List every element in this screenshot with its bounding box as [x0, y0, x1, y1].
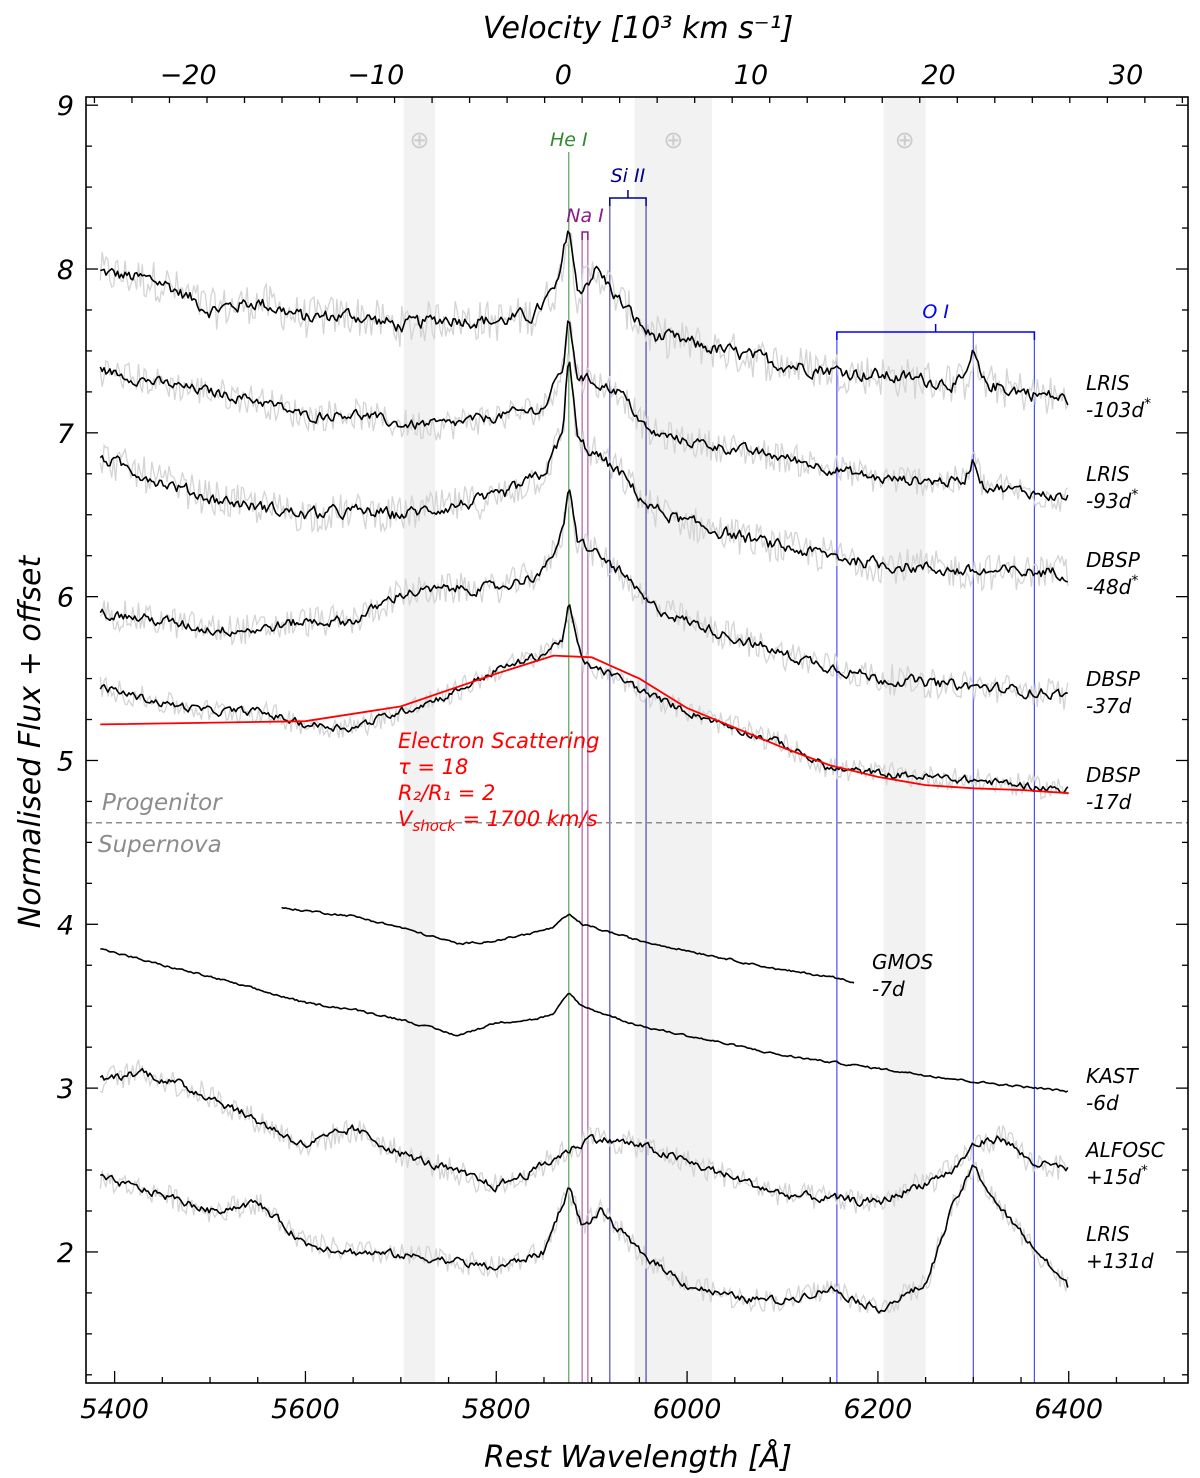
model-radius-ratio: R₂/R₁ = 2: [398, 781, 495, 805]
telluric-symbol: ⊕: [409, 126, 429, 154]
spectrum-line: [99, 604, 1069, 794]
spectrum-label-epoch: -37d: [1086, 694, 1132, 718]
telluric-band: [883, 97, 926, 1383]
y-tick-label: 8: [57, 255, 74, 286]
y-tick-label: 7: [57, 419, 74, 450]
spectrum-label-epoch: -103d*: [1086, 396, 1151, 422]
spectrum-labels: LRIS-103d*LRIS-93d*DBSP-48d*DBSP-37dDBSP…: [872, 371, 1165, 1273]
spectrum-label-instrument: DBSP: [1086, 548, 1141, 572]
y-tick-label: 4: [57, 910, 74, 941]
o-label: O I: [922, 301, 949, 323]
spectrum-label-epoch-value: -103d: [1086, 398, 1144, 422]
spectrum-label-star: *: [1144, 396, 1151, 412]
x-tick-label: 5800: [462, 1394, 531, 1425]
model-title: Electron Scattering: [398, 729, 600, 753]
spectrum-label-instrument: GMOS: [872, 950, 933, 974]
spectrum-noise: [99, 1162, 1069, 1315]
spectrum-label-star: *: [1131, 487, 1138, 503]
progenitor-label: Progenitor: [102, 790, 223, 816]
spectrum-label-instrument: ALFOSC: [1084, 1138, 1165, 1162]
spectrum-label-epoch: -17d: [1086, 790, 1132, 814]
top-tick-label: 10: [734, 60, 768, 91]
spectrum-label-epoch: -7d: [872, 977, 905, 1001]
spectrum-label-instrument: DBSP: [1086, 667, 1141, 691]
spectrum-label-epoch: -6d: [1086, 1091, 1119, 1115]
top-axis-title: Velocity [10³ km s⁻¹]: [483, 11, 794, 46]
spectrum-label-star: *: [1141, 1163, 1148, 1179]
x-tick-label: 6000: [653, 1394, 722, 1425]
electron-scattering-model-curve: [100, 654, 1069, 795]
spectrum-label-epoch-value: -17d: [1086, 790, 1132, 814]
spectrum-line: [99, 1164, 1069, 1314]
spectrum-label-epoch-value: -48d: [1086, 575, 1132, 599]
telluric-band: [634, 97, 712, 1383]
he-label: He I: [550, 129, 588, 151]
spectrum-label-epoch-value: -6d: [1086, 1091, 1119, 1115]
spectrum-label-epoch-value: -37d: [1086, 694, 1132, 718]
plot-frame: [85, 96, 1189, 1384]
y-axis-title: Normalised Flux + offset: [13, 555, 48, 929]
spectrum-label-instrument: LRIS: [1086, 1222, 1130, 1246]
top-tick-label: 0: [555, 60, 572, 91]
axis-tick-labels: 5400 5600 5800 6000 6200 6400 −20 −10 0 10 20 30 2 3 4…: [57, 60, 1143, 1425]
y-tick-label: 6: [57, 583, 74, 614]
top-tick-label: −20: [160, 60, 217, 91]
spectrum-label-star: *: [1131, 573, 1138, 589]
o-bracket: [836, 331, 1036, 340]
x-axis-title: Rest Wavelength [Å]: [484, 1439, 792, 1475]
spectrum-line: [100, 948, 1069, 1093]
spectrum-label-epoch: +15d*: [1086, 1163, 1148, 1189]
spectrum-label-epoch-value: +131d: [1086, 1249, 1154, 1273]
top-tick-label: 20: [921, 60, 955, 91]
telluric-symbol: ⊕: [663, 126, 683, 154]
top-tick-label: −10: [347, 60, 404, 91]
axis-ticks: [86, 97, 1188, 1383]
spectrum-label-epoch: +131d: [1086, 1249, 1154, 1273]
spectrum-label-epoch: -48d*: [1086, 573, 1138, 599]
model-tau: τ = 18: [398, 755, 468, 779]
na-bracket: [581, 231, 589, 240]
line-markers: [568, 152, 1035, 1383]
spectrum-label-instrument: DBSP: [1086, 763, 1141, 787]
na-label: Na I: [566, 205, 604, 227]
y-tick-label: 3: [57, 1074, 74, 1105]
spectrum-label-instrument: LRIS: [1086, 462, 1130, 486]
top-tick-label: 30: [1109, 60, 1143, 91]
y-tick-label: 2: [57, 1238, 74, 1269]
y-tick-label: 5: [57, 746, 74, 777]
spectrum-label-epoch-value: +15d: [1086, 1165, 1141, 1189]
spectrum-label-instrument: KAST: [1086, 1064, 1139, 1088]
spectrum-label-epoch: -93d*: [1086, 487, 1138, 513]
spectrum-noise: [99, 1059, 1069, 1214]
spectrum-line: [99, 1067, 1069, 1207]
spectrum-line: [281, 906, 855, 984]
telluric-symbol: ⊕: [895, 126, 915, 154]
supernova-label: Supernova: [98, 832, 222, 858]
x-tick-label: 6400: [1034, 1394, 1103, 1425]
spectrum-label-epoch-value: -7d: [872, 977, 905, 1001]
x-tick-label: 5600: [271, 1394, 340, 1425]
spectrum-line: [100, 230, 1069, 406]
x-tick-label: 5400: [80, 1394, 149, 1425]
spectrum-line: [99, 489, 1068, 701]
spectrum-line: [99, 320, 1069, 502]
spectrum-line: [99, 361, 1069, 583]
spectrum-label-instrument: LRIS: [1086, 371, 1130, 395]
y-tick-label: 9: [57, 91, 74, 122]
si-label: Si II: [611, 165, 646, 187]
spectrum-noise: [99, 319, 1069, 512]
model-vshock-value: = 1700 km/s: [463, 807, 598, 831]
spectra-series: [99, 230, 1069, 1315]
x-tick-label: 6200: [844, 1394, 913, 1425]
spectrum-label-epoch-value: -93d: [1086, 489, 1132, 513]
line-id-markers: He I Na I Si II O I: [550, 129, 1036, 340]
